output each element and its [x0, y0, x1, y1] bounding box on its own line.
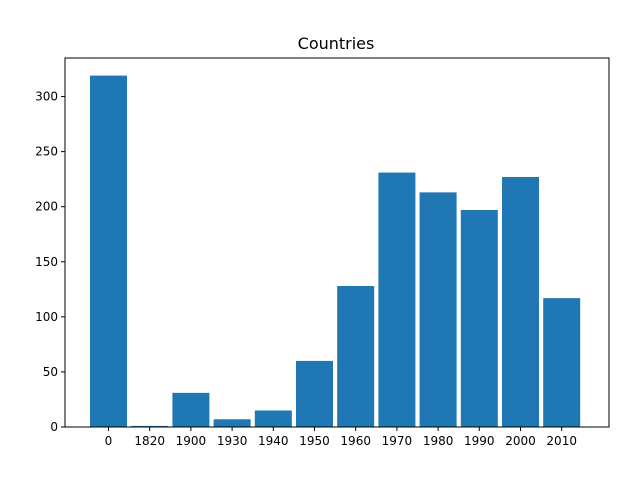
x-tick-label: 1900	[176, 434, 207, 448]
x-tick-label: 1980	[423, 434, 454, 448]
bar-1980	[419, 192, 457, 427]
plot-frame	[64, 57, 610, 428]
bar-1940	[254, 410, 292, 427]
x-tick-label: 1960	[340, 434, 371, 448]
y-tick-label: 100	[35, 310, 58, 324]
bar-1900	[172, 392, 210, 427]
y-tick-label: 300	[35, 90, 58, 104]
y-tick-label: 150	[35, 255, 58, 269]
x-tick-label: 1820	[134, 434, 165, 448]
bars-group	[90, 75, 581, 428]
x-tick-label: 2010	[546, 434, 577, 448]
x-tick-label: 2000	[505, 434, 536, 448]
x-tick-label: 0	[105, 434, 113, 448]
y-tick-label: 0	[50, 420, 58, 434]
bar-1820	[131, 425, 169, 427]
bar-0	[90, 75, 127, 428]
bar-1970	[378, 172, 416, 427]
bar-1990	[460, 210, 498, 427]
y-axis-ticks: 0 50 100 150 200 250 300	[35, 90, 65, 434]
bar-1930	[213, 419, 251, 427]
x-tick-label: 1970	[382, 434, 413, 448]
x-tick-label: 1930	[217, 434, 248, 448]
x-axis-ticks: 0 1820 1900 1930 1940 1950 1960 1970 1980 1990 200…	[105, 427, 577, 448]
bar-2010	[543, 298, 581, 427]
x-tick-label: 1950	[299, 434, 330, 448]
bar-1950	[296, 360, 333, 427]
bar-2000	[502, 176, 539, 427]
x-tick-label: 1940	[258, 434, 289, 448]
bar-1960	[337, 286, 375, 427]
x-tick-label: 1990	[464, 434, 495, 448]
y-tick-label: 200	[35, 200, 58, 214]
y-tick-label: 50	[43, 365, 58, 379]
y-tick-label: 250	[35, 145, 58, 159]
chart-title: Countries	[298, 34, 375, 53]
